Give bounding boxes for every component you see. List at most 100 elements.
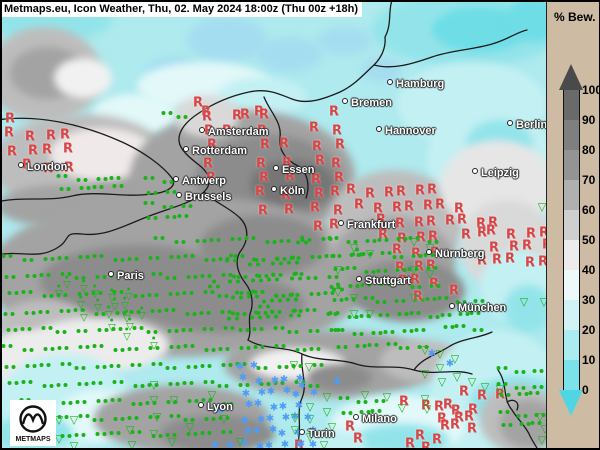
drizzle-two-dots-icon — [92, 418, 104, 422]
rain-three-dots-icon — [296, 235, 308, 245]
drizzle-two-dots-icon — [517, 392, 529, 396]
rain-shower-r-icon: R — [375, 212, 387, 228]
drizzle-two-dots-icon — [530, 421, 542, 425]
drizzle-two-dots-icon — [333, 267, 345, 271]
rain-shower-r-icon: R — [420, 398, 432, 414]
drizzle-two-dots-icon — [359, 314, 371, 318]
rain-shower-r-icon: R — [453, 201, 465, 217]
drizzle-two-dots-icon — [39, 363, 51, 367]
rain-shower-r-icon: R — [311, 139, 323, 155]
drizzle-two-dots-icon — [417, 345, 429, 349]
drizzle-two-dots-icon — [253, 345, 265, 349]
city-marker-icon — [271, 186, 277, 192]
rain-shower-r-icon: R — [391, 200, 403, 216]
drizzle-two-dots-icon — [257, 274, 269, 278]
legend-tick-label: 0 — [582, 383, 589, 397]
drizzle-two-dots-icon — [426, 266, 438, 270]
drizzle-two-dots-icon — [294, 380, 306, 384]
shower-triangle-icon: ▽ — [54, 432, 64, 446]
legend-tick-label: 100 — [582, 83, 600, 97]
drizzle-two-dots-icon — [113, 348, 125, 352]
legend-tick-label: 30 — [582, 293, 596, 307]
drizzle-two-dots-icon — [332, 298, 344, 302]
shower-triangle-dot-icon: ▽ — [94, 298, 102, 314]
drizzle-two-dots-icon — [94, 312, 106, 316]
drizzle-two-dots-icon — [174, 240, 186, 244]
drizzle-two-dots-icon — [133, 384, 145, 388]
drizzle-two-dots-icon — [145, 401, 157, 405]
drizzle-two-dots-icon — [239, 346, 251, 350]
drizzle-two-dots-icon — [312, 363, 324, 367]
drizzle-two-dots-icon — [111, 327, 123, 331]
rain-shower-r-icon: R — [394, 260, 406, 276]
drizzle-two-dots-icon — [360, 283, 372, 287]
drizzle-two-dots-icon — [2, 254, 13, 258]
drizzle-two-dots-icon — [359, 410, 371, 414]
drizzle-two-dots-icon — [130, 273, 142, 277]
shower-triangle-icon: ▽ — [409, 235, 419, 249]
rain-shower-r-icon: R — [42, 161, 54, 177]
snow-asterisk-icon: ✱ — [240, 415, 250, 427]
shower-triangle-dot-icon: ▽ — [80, 279, 88, 295]
rain-three-dots-icon — [270, 293, 282, 303]
rain-shower-r-icon: R — [391, 242, 403, 258]
drizzle-two-dots-icon — [112, 290, 124, 294]
legend-tick-label: 20 — [582, 323, 596, 337]
rain-three-dots-icon — [287, 255, 299, 265]
shower-triangle-icon: ▽ — [425, 241, 435, 255]
drizzle-two-dots-icon — [57, 346, 69, 350]
drizzle-two-dots-icon — [256, 311, 268, 315]
shower-triangle-dot-icon: ▽ — [105, 305, 113, 321]
shower-triangle-dot-icon: ▽ — [123, 309, 131, 325]
rain-shower-r-icon: R — [428, 276, 440, 292]
shower-triangle-icon: ▽ — [69, 439, 79, 449]
city-marker-icon — [356, 276, 362, 282]
drizzle-two-dots-icon — [443, 325, 455, 329]
drizzle-two-dots-icon — [55, 330, 67, 334]
drizzle-two-dots-icon — [56, 174, 68, 178]
drizzle-two-dots-icon — [374, 399, 386, 403]
city-marker-icon — [426, 249, 432, 255]
snow-asterisk-icon: ✱ — [280, 439, 290, 449]
drizzle-two-dots-icon — [220, 310, 232, 314]
drizzle-two-dots-icon — [43, 347, 55, 351]
drizzle-two-dots-icon — [291, 364, 303, 368]
legend-segment — [563, 240, 580, 271]
rain-shower-r-icon: R — [231, 108, 243, 124]
drizzle-two-dots-icon — [143, 176, 155, 180]
rain-shower-r-icon: R — [259, 137, 271, 153]
drizzle-two-dots-icon — [365, 239, 377, 243]
snow-asterisk-icon: ✱ — [270, 375, 280, 387]
legend-segment — [563, 300, 580, 331]
rain-shower-r-icon: R — [414, 428, 426, 444]
drizzle-two-dots-icon — [165, 366, 177, 370]
drizzle-two-dots-icon — [378, 313, 390, 317]
drizzle-two-dots-icon — [455, 300, 467, 304]
drizzle-two-dots-icon — [182, 381, 194, 385]
drizzle-two-dots-icon — [473, 299, 485, 303]
drizzle-two-dots-icon — [204, 258, 216, 262]
drizzle-two-dots-icon — [398, 346, 410, 350]
rain-shower-r-icon: R — [485, 223, 497, 239]
rain-shower-r-icon: R — [463, 409, 475, 425]
city-label-turin: Turin — [299, 428, 335, 440]
cloud-blob — [200, 215, 325, 277]
shower-triangle-dot-icon: ▽ — [111, 297, 119, 313]
shower-triangle-icon: ▽ — [305, 430, 315, 444]
drizzle-two-dots-icon — [187, 399, 199, 403]
shower-triangle-icon: ▽ — [435, 361, 445, 375]
drizzle-two-dots-icon — [532, 385, 544, 389]
rain-shower-r-icon: R — [403, 199, 415, 215]
logo-text: METMAPS — [16, 436, 51, 443]
city-label-hamburg: Hamburg — [387, 78, 444, 90]
shower-triangle-icon: ▽ — [382, 390, 392, 404]
drizzle-two-dots-icon — [395, 268, 407, 272]
drizzle-two-dots-icon — [236, 275, 248, 279]
drizzle-two-dots-icon — [429, 284, 441, 288]
drizzle-two-dots-icon — [200, 364, 212, 368]
rain-three-dots-icon — [247, 289, 259, 299]
shower-triangle-icon: ▽ — [149, 427, 159, 441]
rain-shower-r-icon: R — [395, 184, 407, 200]
snow-asterisk-icon: ✱ — [278, 401, 288, 413]
shower-triangle-icon: ▽ — [149, 393, 159, 407]
